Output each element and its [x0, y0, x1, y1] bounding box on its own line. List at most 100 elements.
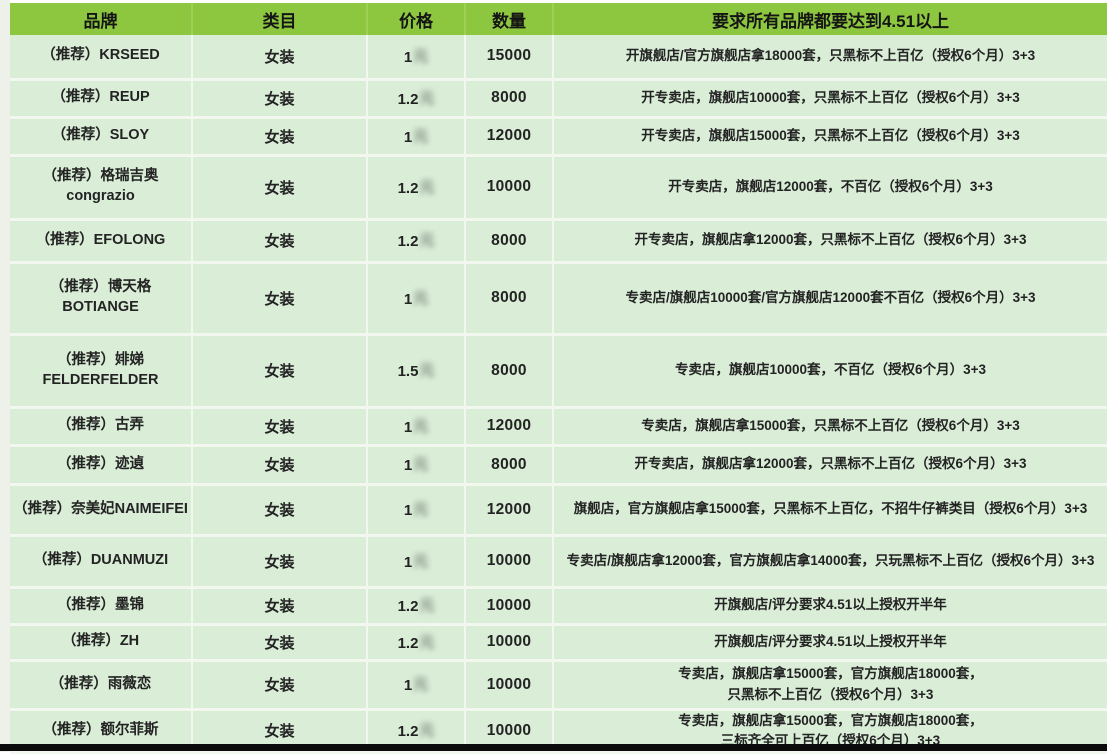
- price-value: 1: [403, 48, 413, 66]
- table-row: （推荐）SLOY 女装 1元 12000 开专卖店，旗舰店15000套，只黑标不上百亿（…: [10, 117, 1107, 157]
- table-row: （推荐）墨锦 女装 1.2元 10000 开旗舰店/评分要求4.51以上授权开半年: [10, 587, 1107, 626]
- category-cell: 女装: [192, 35, 368, 81]
- brand-cell: （推荐）婔娣 FELDERFELDER: [10, 334, 193, 409]
- table-row: （推荐）格瑞吉奥 congrazio 女装 1.2元 10000 开专卖店，旗舰店120…: [10, 155, 1107, 221]
- category-cell: 女装: [192, 334, 368, 409]
- quantity-cell: 8000: [465, 334, 554, 409]
- requirements-cell: 开专卖店，旗舰店拿12000套，只黑标不上百亿（授权6个月）3+3: [553, 445, 1107, 486]
- category-cell: 女装: [192, 262, 368, 336]
- table-row: （推荐）博天格 BOTIANGE 女装 1元 8000 专卖店/旗舰店10000套/官方…: [10, 262, 1107, 336]
- requirements-cell: 开专卖店，旗舰店拿12000套，只黑标不上百亿（授权6个月）3+3: [553, 219, 1107, 264]
- redacted-price-unit: 元: [419, 232, 435, 249]
- price-cell: 1元: [367, 660, 466, 711]
- brand-cell: （推荐）ZH: [10, 624, 193, 662]
- brand-requirements-table: 品牌 类目 价格 数量 要求所有品牌都要达到4.51以上 （推荐）KRSEED 女…: [10, 3, 1107, 754]
- brand-cell: （推荐）墨锦: [10, 587, 193, 626]
- brand-cell: （推荐）古弄: [10, 407, 193, 447]
- table-body: （推荐）KRSEED 女装 1元 15000 开旗舰店/官方旗舰店拿18000套，只黑标…: [10, 35, 1107, 754]
- category-cell: 女装: [192, 117, 368, 157]
- brand-cell: （推荐）博天格 BOTIANGE: [10, 262, 193, 336]
- table-row: （推荐）REUP 女装 1.2元 8000 开专卖店，旗舰店10000套，只黑标不上百亿…: [10, 79, 1107, 119]
- category-cell: 女装: [192, 660, 368, 711]
- table-row: （推荐）婔娣 FELDERFELDER 女装 1.5元 8000 专卖店，旗舰店1000…: [10, 334, 1107, 409]
- table-row: （推荐）EFOLONG 女装 1.2元 8000 开专卖店，旗舰店拿12000套，只黑标…: [10, 219, 1107, 264]
- redacted-price-unit: 元: [413, 47, 429, 65]
- category-cell: 女装: [192, 155, 368, 221]
- price-value: 1.5: [397, 363, 419, 380]
- price-cell: 1元: [367, 35, 466, 81]
- category-cell: 女装: [192, 407, 368, 447]
- category-cell: 女装: [192, 535, 368, 589]
- table-row: （推荐）DUANMUZI 女装 1元 10000 专卖店/旗舰店拿12000套，官方旗舰…: [10, 535, 1107, 589]
- requirements-cell: 专卖店/旗舰店拿12000套，官方旗舰店拿14000套，只玩黑标不上百亿（授权6…: [553, 535, 1107, 589]
- price-value: 1: [403, 502, 413, 519]
- redacted-price-unit: 元: [413, 127, 429, 145]
- brand-cell: （推荐）奈美妃NAIMEIFEI: [10, 484, 193, 537]
- redacted-price-unit: 元: [413, 676, 429, 693]
- price-value: 1.2: [397, 90, 419, 108]
- price-cell: 1.2元: [367, 624, 466, 662]
- requirements-cell: 开专卖店，旗舰店10000套，只黑标不上百亿（授权6个月）3+3: [553, 79, 1107, 119]
- redacted-price-unit: 元: [419, 597, 435, 614]
- quantity-cell: 10000: [465, 535, 554, 589]
- brand-cell: （推荐）DUANMUZI: [10, 535, 193, 589]
- price-value: 1: [403, 457, 413, 474]
- table-row: （推荐）ZH 女装 1.2元 10000 开旗舰店/评分要求4.51以上授权开半年: [10, 624, 1107, 662]
- price-value: 1.2: [397, 179, 419, 197]
- table-row: （推荐）KRSEED 女装 1元 15000 开旗舰店/官方旗舰店拿18000套，只黑标…: [10, 35, 1107, 81]
- price-value: 1: [403, 677, 413, 694]
- price-value: 1: [403, 290, 413, 308]
- category-cell: 女装: [192, 587, 368, 626]
- price-cell: 1元: [367, 445, 466, 486]
- quantity-cell: 10000: [465, 660, 554, 711]
- price-value: 1: [403, 553, 413, 571]
- redacted-price-unit: 元: [419, 362, 435, 379]
- brand-cell: （推荐）格瑞吉奥 congrazio: [10, 155, 193, 221]
- requirements-cell: 专卖店，旗舰店10000套，不百亿（授权6个月）3+3: [553, 334, 1107, 409]
- brand-cell: （推荐）SLOY: [10, 117, 193, 157]
- price-cell: 1.2元: [367, 155, 466, 221]
- redacted-price-unit: 元: [413, 289, 429, 307]
- price-value: 1.2: [397, 634, 419, 652]
- column-header-brand: 品牌: [10, 3, 193, 35]
- category-cell: 女装: [192, 445, 368, 486]
- requirements-cell: 开专卖店，旗舰店15000套，只黑标不上百亿（授权6个月）3+3: [553, 117, 1107, 157]
- table-row: （推荐）雨薇恋 女装 1元 10000 专卖店，旗舰店拿15000套，官方旗舰店1800…: [10, 660, 1107, 711]
- quantity-cell: 12000: [465, 484, 554, 537]
- quantity-cell: 8000: [465, 262, 554, 336]
- brand-cell: （推荐）雨薇恋: [10, 660, 193, 711]
- redacted-price-unit: 元: [413, 417, 429, 435]
- category-cell: 女装: [192, 79, 368, 119]
- category-cell: 女装: [192, 484, 368, 537]
- redacted-price-unit: 元: [419, 178, 435, 196]
- column-header-qty: 数量: [465, 3, 554, 35]
- redacted-price-unit: 元: [413, 552, 429, 570]
- quantity-cell: 15000: [465, 35, 554, 81]
- quantity-cell: 8000: [465, 219, 554, 264]
- table-row: （推荐）古弄 女装 1元 12000 专卖店，旗舰店拿15000套，只黑标不上百亿（授权…: [10, 407, 1107, 447]
- requirements-cell: 开旗舰店/评分要求4.51以上授权开半年: [553, 624, 1107, 662]
- brand-cell: （推荐）KRSEED: [10, 35, 193, 81]
- quantity-cell: 10000: [465, 587, 554, 626]
- requirements-cell: 专卖店，旗舰店拿15000套，只黑标不上百亿（授权6个月）3+3: [553, 407, 1107, 447]
- price-cell: 1元: [367, 262, 466, 336]
- brand-cell: （推荐）EFOLONG: [10, 219, 193, 264]
- price-cell: 1元: [367, 117, 466, 157]
- quantity-cell: 10000: [465, 624, 554, 662]
- price-value: 1.2: [397, 233, 419, 250]
- redacted-price-unit: 元: [419, 722, 435, 740]
- redacted-price-unit: 元: [413, 456, 429, 473]
- price-cell: 1元: [367, 484, 466, 537]
- price-value: 1: [403, 128, 413, 146]
- requirements-cell: 开旗舰店/评分要求4.51以上授权开半年: [553, 587, 1107, 626]
- price-value: 1: [403, 418, 413, 436]
- redacted-price-unit: 元: [419, 633, 435, 651]
- column-header-requirements: 要求所有品牌都要达到4.51以上: [553, 3, 1107, 35]
- price-cell: 1元: [367, 407, 466, 447]
- price-cell: 1.2元: [367, 79, 466, 119]
- requirements-cell: 专卖店，旗舰店拿15000套，官方旗舰店18000套， 只黑标不上百亿（授权6个…: [553, 660, 1107, 711]
- requirements-cell: 专卖店/旗舰店10000套/官方旗舰店12000套不百亿（授权6个月）3+3: [553, 262, 1107, 336]
- price-cell: 1.2元: [367, 587, 466, 626]
- requirements-cell: 旗舰店，官方旗舰店拿15000套，只黑标不上百亿，不招牛仔裤类目（授权6个月）3…: [553, 484, 1107, 537]
- price-value: 1.2: [397, 598, 419, 615]
